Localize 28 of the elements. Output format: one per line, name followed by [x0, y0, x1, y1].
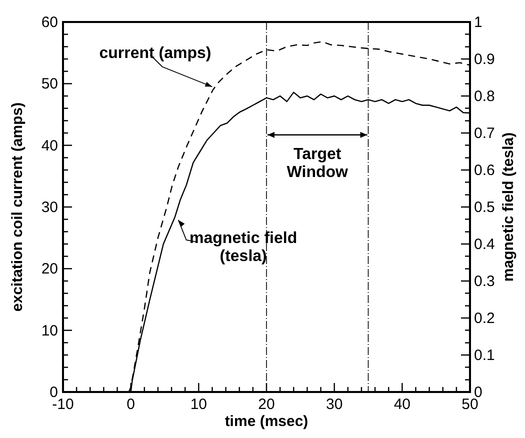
y2-tick-label: 0.8 [474, 88, 495, 105]
y2-tick-label: 0.1 [474, 347, 495, 364]
x-axis-title: time (msec) [224, 413, 308, 430]
y-tick-label: 50 [41, 76, 58, 93]
y2-tick-label: 0.5 [474, 199, 495, 216]
annotation: Target Window [286, 146, 349, 181]
y2-tick-label: 0.6 [474, 162, 495, 179]
y2-tick-label: 0.9 [474, 51, 495, 68]
y-tick-label: 60 [41, 14, 58, 31]
y2-axis-title: magnetic field (tesla) [500, 132, 517, 282]
annotation: magnetic field (tesla) [190, 230, 298, 265]
x-tick-label: 40 [394, 396, 411, 413]
y2-tick-label: 0.7 [474, 125, 495, 142]
y-tick-label: 30 [41, 199, 58, 216]
y-tick-label: 20 [41, 260, 58, 278]
y2-tick-label: 0.2 [474, 310, 495, 327]
x-tick-label: 30 [326, 396, 343, 413]
y2-tick-label: 0.4 [474, 236, 495, 253]
x-tick-label: 20 [258, 396, 275, 413]
y-axis-title: excitation coil current (amps) [9, 102, 26, 312]
y2-tick-label: 0.3 [474, 273, 495, 290]
y2-tick-label: 1 [474, 14, 482, 31]
x-tick-label: 50 [462, 396, 478, 413]
annotation: current (amps) [99, 44, 212, 62]
y-tick-label: 40 [41, 137, 58, 154]
x-tick-label: 10 [190, 396, 208, 413]
x-tick-label: 0 [126, 396, 136, 413]
y-tick-label: 10 [41, 322, 58, 340]
